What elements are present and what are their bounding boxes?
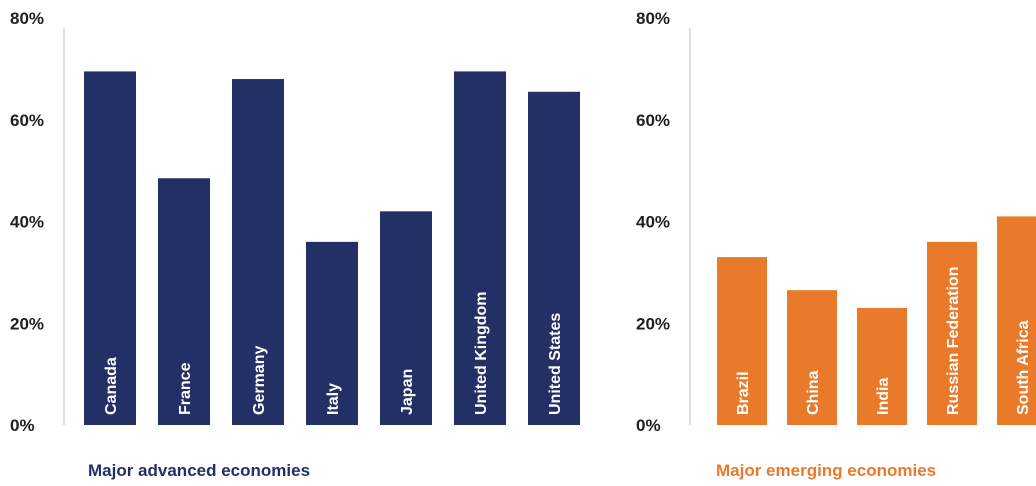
bar-label: China [805, 370, 822, 415]
bar-label: Brazil [735, 371, 752, 415]
bar-russian-federation [927, 241, 977, 425]
bar-label: Canada [103, 357, 120, 415]
bar-label: United States [547, 313, 564, 415]
y-tick-label: 80% [636, 9, 670, 28]
bar-label: United Kingdom [473, 291, 490, 415]
bar-label: India [875, 378, 892, 415]
y-tick-label: 40% [636, 213, 670, 232]
bar-germany [232, 79, 284, 426]
bar-brazil [717, 257, 767, 425]
chart-caption: Major advanced economies [88, 461, 310, 480]
y-tick-label: 80% [10, 9, 44, 28]
y-tick-label: 40% [10, 213, 44, 232]
bar-italy [306, 241, 358, 425]
bar-united-kingdom [454, 71, 506, 425]
bar-label: South Africa [1015, 320, 1032, 415]
y-tick-label: 0% [10, 416, 35, 435]
bar-japan [380, 211, 432, 425]
bar-label: Italy [325, 383, 342, 415]
bar-label: Germany [251, 346, 268, 415]
bar-canada [84, 71, 136, 425]
y-tick-label: 20% [636, 314, 670, 333]
y-tick-label: 60% [636, 111, 670, 130]
bar-label: Russian Federation [945, 267, 962, 415]
emerging-economies-chart: 0% 20% 40% 60% 80% Brazil China India Russian Fe… [636, 9, 1036, 480]
bar-south-africa [997, 216, 1036, 425]
bar-france [158, 178, 210, 425]
bar-china [787, 290, 837, 425]
y-tick-label: 60% [10, 111, 44, 130]
advanced-economies-chart: 0% 20% 40% 60% 80% Canada France Germany Italy Ja… [10, 9, 580, 480]
chart-caption: Major emerging economies [716, 461, 936, 480]
y-tick-label: 20% [10, 314, 44, 333]
bar-label: Japan [399, 369, 416, 415]
bar-united-states [528, 91, 580, 426]
bar-label: France [177, 362, 194, 415]
y-tick-label: 0% [636, 416, 661, 435]
bar-india [857, 307, 907, 425]
